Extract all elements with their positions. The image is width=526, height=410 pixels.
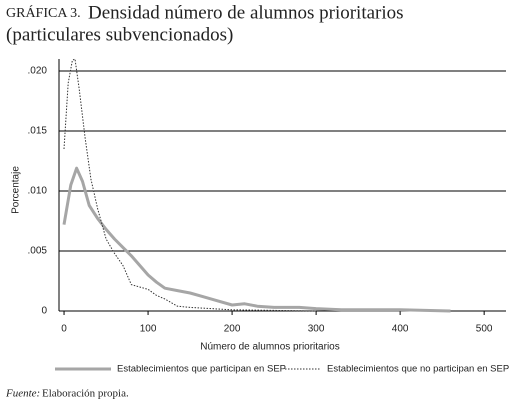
source-label: Fuente: [5, 388, 40, 400]
y-tick-label: .010 [28, 186, 48, 197]
legend-label: Establecimientos que participan en SEP [117, 364, 286, 375]
chart-subtitle: (particulares subvencionados) [6, 24, 233, 45]
source: Elaboración propia. [42, 388, 129, 400]
x-tick-label: 0 [61, 324, 67, 335]
y-tick-label: .005 [28, 246, 48, 257]
y-tick-label: .020 [28, 66, 48, 77]
x-tick-label: 500 [476, 324, 493, 335]
y-tick-label: .015 [28, 126, 48, 137]
legend-label: Establecimientos que no participan en SE… [327, 364, 509, 375]
y-axis-label: Porcentaje [11, 166, 22, 214]
x-tick-label: 200 [224, 324, 241, 335]
x-axis-label: Número de alumnos prioritarios [200, 342, 340, 353]
x-tick-label: 300 [308, 324, 325, 335]
y-tick-label: 0 [41, 306, 47, 317]
x-tick-label: 100 [140, 324, 157, 335]
series-line [63, 58, 317, 312]
x-tick-label: 400 [392, 324, 409, 335]
figure-label: GRÁFICA 3. [6, 4, 81, 21]
series-line [62, 166, 451, 313]
chart-title: Densidad número de alumnos prioritarios [88, 2, 404, 23]
